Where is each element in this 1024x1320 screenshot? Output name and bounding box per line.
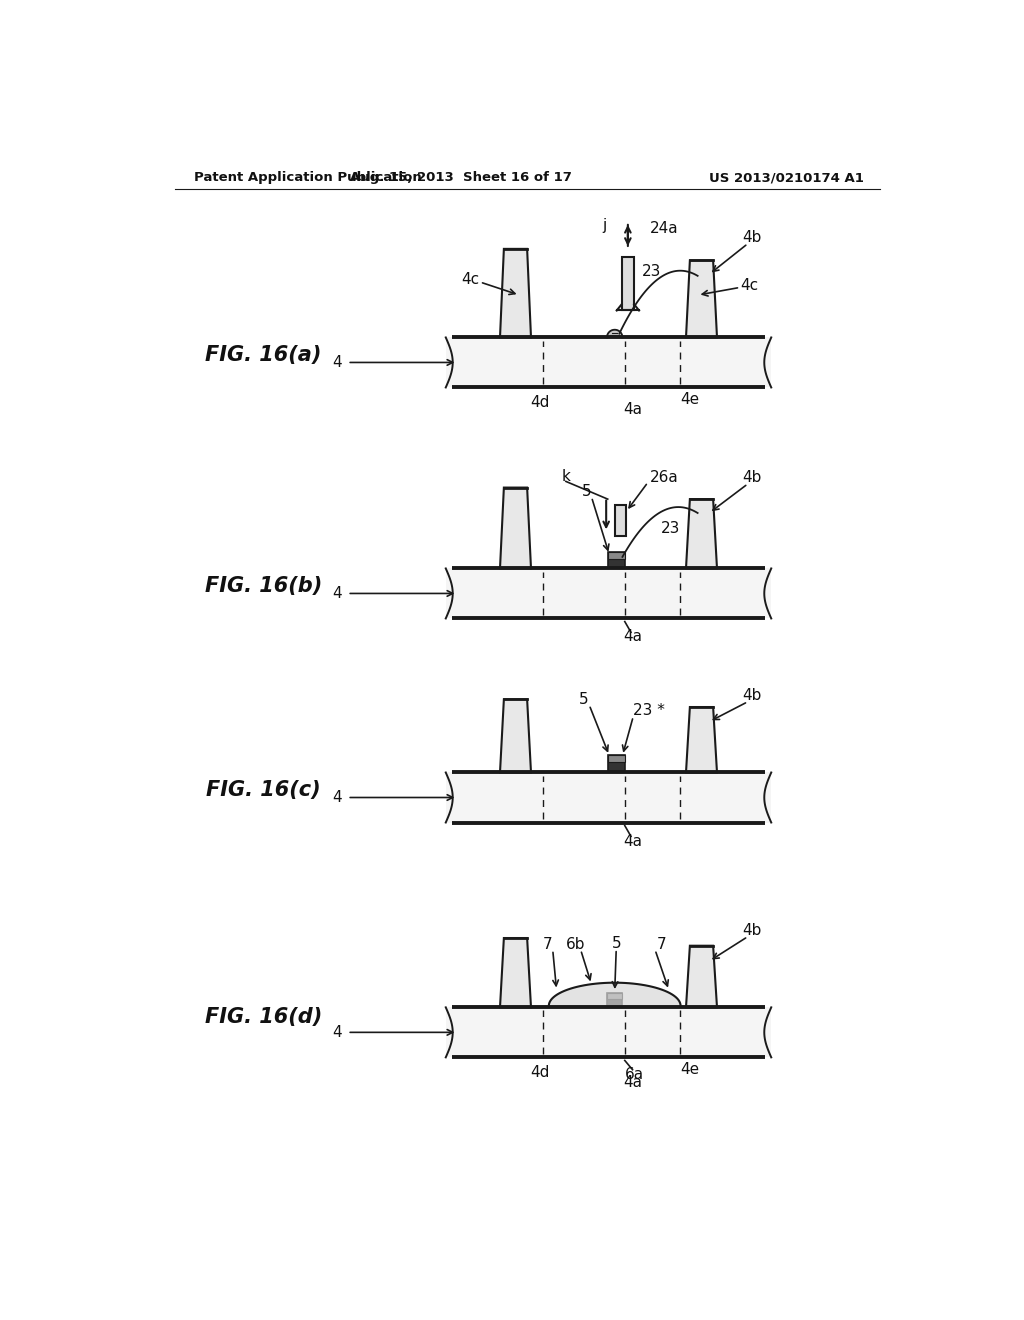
Text: 4a: 4a xyxy=(623,630,642,644)
Text: 4: 4 xyxy=(333,1024,342,1040)
Text: 4d: 4d xyxy=(529,1065,549,1080)
Text: 5: 5 xyxy=(579,692,589,706)
Text: 26a: 26a xyxy=(649,470,678,484)
Text: Aug. 15, 2013  Sheet 16 of 17: Aug. 15, 2013 Sheet 16 of 17 xyxy=(350,172,572,185)
Text: FIG. 16(b): FIG. 16(b) xyxy=(205,576,323,595)
Polygon shape xyxy=(445,1007,771,1057)
Polygon shape xyxy=(500,249,531,338)
Polygon shape xyxy=(607,330,623,338)
Polygon shape xyxy=(500,700,531,772)
Bar xyxy=(607,755,625,763)
Bar xyxy=(607,993,623,1007)
Polygon shape xyxy=(445,338,771,388)
Text: 4b: 4b xyxy=(742,470,762,484)
Text: 4: 4 xyxy=(333,586,342,601)
Text: 7: 7 xyxy=(656,937,666,952)
Bar xyxy=(622,256,634,310)
Polygon shape xyxy=(549,982,681,1006)
Text: 5: 5 xyxy=(611,936,622,950)
Text: 23: 23 xyxy=(660,521,680,536)
Polygon shape xyxy=(500,939,531,1007)
Bar xyxy=(607,552,625,568)
Text: 4c: 4c xyxy=(462,272,479,288)
Bar xyxy=(607,755,625,772)
Text: 6a: 6a xyxy=(625,1067,644,1082)
Text: 6b: 6b xyxy=(566,937,586,952)
Text: Patent Application Publication: Patent Application Publication xyxy=(194,172,422,185)
Text: j: j xyxy=(602,218,607,234)
Text: 4c: 4c xyxy=(740,277,759,293)
Text: 24a: 24a xyxy=(649,220,678,235)
Text: 4a: 4a xyxy=(623,1074,642,1089)
Text: 4: 4 xyxy=(333,789,342,805)
Text: 23 *: 23 * xyxy=(633,704,666,718)
Text: 7: 7 xyxy=(544,937,553,952)
Bar xyxy=(607,552,625,560)
Text: 4d: 4d xyxy=(529,396,549,411)
Polygon shape xyxy=(500,487,531,569)
Text: FIG. 16(a): FIG. 16(a) xyxy=(206,345,322,364)
Bar xyxy=(614,506,626,536)
Polygon shape xyxy=(686,945,717,1007)
Text: 4e: 4e xyxy=(680,1063,699,1077)
Text: 4b: 4b xyxy=(742,688,762,704)
Polygon shape xyxy=(686,260,717,338)
Text: US 2013/0210174 A1: US 2013/0210174 A1 xyxy=(710,172,864,185)
Text: 4b: 4b xyxy=(742,923,762,937)
Polygon shape xyxy=(686,708,717,772)
Polygon shape xyxy=(445,569,771,619)
Text: k: k xyxy=(561,469,570,483)
Polygon shape xyxy=(686,499,717,569)
Polygon shape xyxy=(445,772,771,822)
Text: 5: 5 xyxy=(582,484,592,499)
Text: 4b: 4b xyxy=(742,230,762,244)
Text: FIG. 16(c): FIG. 16(c) xyxy=(206,780,321,800)
Text: 4a: 4a xyxy=(623,833,642,849)
Text: 4e: 4e xyxy=(680,392,699,408)
Bar xyxy=(607,993,623,999)
Text: 23: 23 xyxy=(641,264,660,280)
Text: 4a: 4a xyxy=(623,401,642,417)
Text: FIG. 16(d): FIG. 16(d) xyxy=(205,1007,323,1027)
Text: 4: 4 xyxy=(333,355,342,370)
